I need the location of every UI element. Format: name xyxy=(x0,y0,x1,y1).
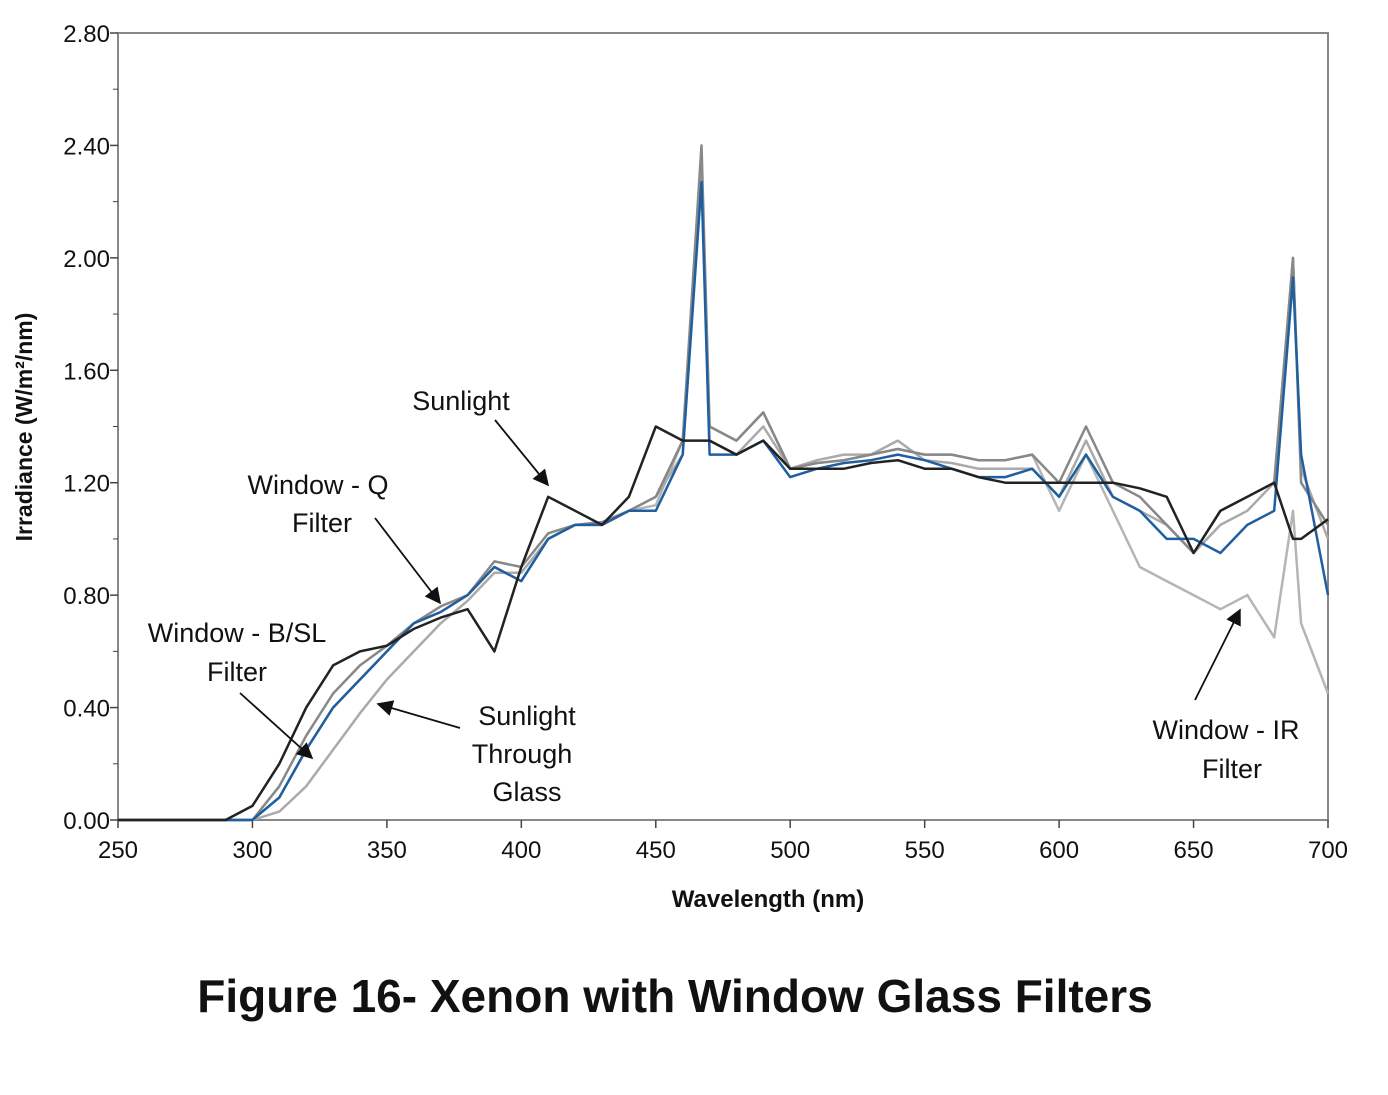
x-axis-label: Wavelength (nm) xyxy=(672,886,864,913)
annotation-arrow xyxy=(374,517,441,605)
annotation-text: Sunlight xyxy=(412,386,510,416)
annotation-text: Filter xyxy=(207,657,267,687)
x-tick-label: 500 xyxy=(770,837,810,864)
y-tick-label: 1.20 xyxy=(63,471,110,498)
annotation-text: Sunlight xyxy=(478,701,576,731)
x-tick-label: 450 xyxy=(636,837,676,864)
annotation-arrow xyxy=(1194,608,1241,701)
annotation-text: Filter xyxy=(1202,754,1262,784)
x-tick-label: 600 xyxy=(1039,837,1079,864)
y-tick-label: 2.40 xyxy=(63,133,110,160)
x-tick-label: 350 xyxy=(367,837,407,864)
x-tick-label: 300 xyxy=(232,837,272,864)
y-tick-label: 0.00 xyxy=(63,808,110,835)
y-tick-label: 1.60 xyxy=(63,358,110,385)
x-tick-label: 550 xyxy=(905,837,945,864)
annotation-text: Window - B/SL xyxy=(148,618,327,648)
annotation-text: Filter xyxy=(292,508,352,538)
x-tick-label: 400 xyxy=(501,837,541,864)
y-tick-label: 2.00 xyxy=(63,246,110,273)
annotation-arrow xyxy=(239,692,314,760)
annotation-text: Window - IR xyxy=(1152,715,1299,745)
x-tick-label: 250 xyxy=(98,837,138,864)
annotation-arrow xyxy=(376,700,461,729)
x-tick-label: 650 xyxy=(1174,837,1214,864)
annotation-arrow xyxy=(494,419,550,487)
figure-caption: Figure 16- Xenon with Window Glass Filte… xyxy=(197,970,1153,1022)
x-tick-label: 700 xyxy=(1308,837,1348,864)
y-tick-label: 0.40 xyxy=(63,696,110,723)
annotation-text: Window - Q xyxy=(247,470,388,500)
series-line xyxy=(118,180,1330,822)
y-tick-label: 2.80 xyxy=(63,21,110,48)
annotation-text: Glass xyxy=(492,777,561,807)
y-axis-label: Irradiance (W/m²/nm) xyxy=(11,313,37,542)
series-line xyxy=(118,144,1330,822)
annotation-text: Through xyxy=(472,739,573,769)
y-tick-label: 0.80 xyxy=(63,583,110,610)
series-line xyxy=(118,425,1329,822)
plot-frame xyxy=(117,32,1329,821)
